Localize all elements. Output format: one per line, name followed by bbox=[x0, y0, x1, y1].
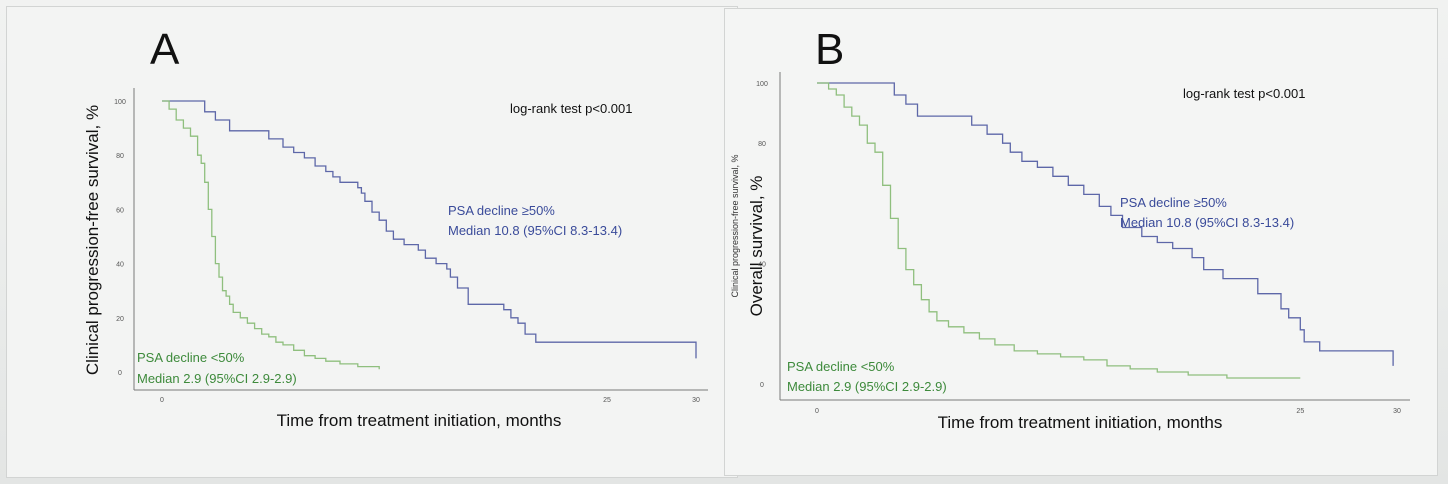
label-lt50-b-line2: Median 2.9 (95%CI 2.9-2.9) bbox=[787, 379, 947, 394]
label-lt50-b-line1: PSA decline <50% bbox=[787, 359, 895, 374]
y-tick-label-b-3: 100 bbox=[756, 81, 768, 88]
x-ticks-a: 0 25 30 bbox=[160, 397, 700, 404]
y-tick-label-a-0: 0 bbox=[118, 370, 122, 377]
chart-a: A Clinical progression-free survival, % … bbox=[83, 25, 708, 430]
curves-b bbox=[817, 82, 1394, 379]
logrank-annotation-b: log-rank test p<0.001 bbox=[1183, 86, 1306, 101]
x-tick-label-b-1: 25 bbox=[1296, 408, 1304, 415]
x-axis-title-b: Time from treatment initiation, months bbox=[938, 413, 1223, 432]
y-tick-label-a-2: 40 bbox=[116, 262, 124, 269]
km-curve-a-psa-ge50 bbox=[162, 100, 697, 359]
panel-a bbox=[6, 6, 738, 478]
y-axis-title-b: Overall survival, % bbox=[747, 176, 766, 317]
x-axis-title-a: Time from treatment initiation, months bbox=[277, 411, 562, 430]
label-ge50-a-line1: PSA decline ≥50% bbox=[448, 203, 555, 218]
y-tick-label-a-4: 80 bbox=[116, 153, 124, 160]
y-axis-title-faint-b: Clinical progression-free survival, % bbox=[730, 154, 740, 297]
x-ticks-b: 0 25 30 bbox=[815, 408, 1401, 415]
km-curve-a-psa-lt50 bbox=[162, 100, 380, 370]
curves-a bbox=[162, 100, 697, 370]
y-tick-label-a-1: 20 bbox=[116, 316, 124, 323]
x-tick-label-b-0: 0 bbox=[815, 408, 819, 415]
x-tick-label-b-2: 30 bbox=[1393, 408, 1401, 415]
label-ge50-b-line1: PSA decline ≥50% bbox=[1120, 195, 1227, 210]
y-tick-label-b-0: 0 bbox=[760, 382, 764, 389]
panel-label-b: B bbox=[815, 25, 844, 74]
y-tick-label-a-3: 60 bbox=[116, 207, 124, 214]
label-lt50-a-line1: PSA decline <50% bbox=[137, 350, 245, 365]
x-tick-label-a-1: 25 bbox=[603, 397, 611, 404]
y-tick-label-b-2: 80 bbox=[758, 141, 766, 148]
y-ticks-b: 0 40 80 100 bbox=[756, 81, 768, 389]
panel-label-a: A bbox=[150, 25, 180, 74]
y-tick-label-a-5: 100 bbox=[114, 99, 126, 106]
logrank-annotation-a: log-rank test p<0.001 bbox=[510, 101, 633, 116]
y-ticks-a: 0 20 40 60 80 100 bbox=[114, 99, 126, 377]
x-tick-label-a-2: 30 bbox=[692, 397, 700, 404]
label-lt50-a-line2: Median 2.9 (95%CI 2.9-2.9) bbox=[137, 371, 297, 386]
x-tick-label-a-0: 0 bbox=[160, 397, 164, 404]
y-axis-title-a: Clinical progression-free survival, % bbox=[83, 105, 102, 375]
label-ge50-b-line2: Median 10.8 (95%CI 8.3-13.4) bbox=[1120, 215, 1294, 230]
label-ge50-a-line2: Median 10.8 (95%CI 8.3-13.4) bbox=[448, 223, 622, 238]
chart-b: B Clinical progression-free survival, % … bbox=[730, 25, 1410, 432]
panel-b bbox=[724, 8, 1438, 476]
km-curve-b-psa-lt50 bbox=[817, 82, 1301, 379]
km-curve-b-psa-ge50 bbox=[817, 82, 1394, 366]
y-tick-label-b-1: 40 bbox=[758, 262, 766, 269]
